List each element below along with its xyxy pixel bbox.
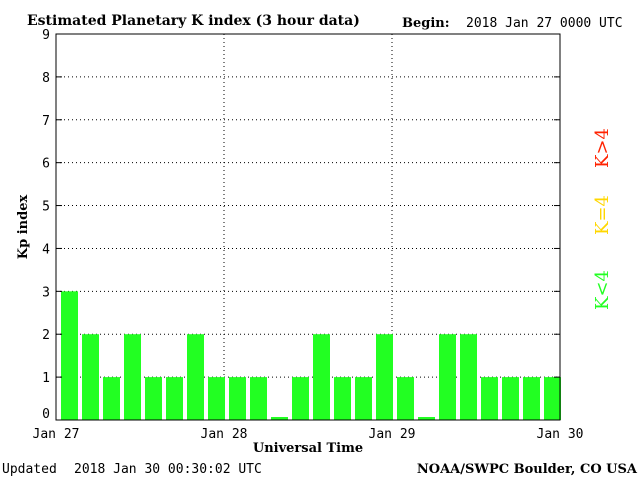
plot-frame (55, 33, 561, 421)
updated-label: Updated (2, 462, 57, 477)
y-tick-label: 1 (42, 371, 50, 386)
chart-title: Estimated Planetary K index (3 hour data… (27, 13, 360, 29)
kp-bar (250, 377, 267, 420)
kp-bar (187, 334, 204, 420)
kp-bar (313, 334, 330, 420)
y-axis-ticks: 0 1 2 3 4 5 6 7 8 9 (42, 28, 560, 422)
kp-bar (292, 377, 309, 420)
y-axis-label: Kp index (16, 195, 31, 260)
kp-bar (418, 416, 435, 420)
y-tick-label: 0 (42, 407, 50, 422)
kp-bar (376, 334, 393, 420)
kp-bar (82, 334, 99, 420)
legend-low: K<4 (592, 270, 613, 310)
kp-bar (145, 377, 162, 420)
kp-bar (544, 377, 561, 420)
kp-bar (439, 334, 456, 420)
y-tick-label: 3 (42, 285, 50, 300)
y-tick-label: 8 (42, 71, 50, 86)
legend-high: K>4 (592, 128, 613, 168)
updated-value: 2018 Jan 30 00:30:02 UTC (74, 462, 262, 477)
kp-bar (166, 377, 183, 420)
y-tick-label: 5 (42, 200, 50, 215)
y-tick-label: 6 (42, 157, 50, 172)
kp-bar (523, 377, 540, 420)
x-tick-label: Jan 27 (33, 427, 80, 442)
x-tick-label: Jan 30 (537, 427, 584, 442)
kp-bar (460, 334, 477, 420)
y-tick-label: 9 (42, 28, 50, 43)
x-tick-label: Jan 29 (369, 427, 416, 442)
kp-bar (334, 377, 351, 420)
kp-bar (502, 377, 519, 420)
credit: NOAA/SWPC Boulder, CO USA (417, 462, 638, 477)
kp-bar (481, 377, 498, 420)
legend-equal: K=4 (592, 195, 613, 235)
bars (61, 291, 561, 420)
y-tick-label: 4 (42, 242, 50, 257)
kp-bar (61, 291, 78, 420)
kp-bar (124, 334, 141, 420)
y-tick-label: 2 (42, 328, 50, 343)
kp-bar (208, 377, 225, 420)
kp-bar (397, 377, 414, 420)
y-tick-label: 7 (42, 114, 50, 129)
begin-value: 2018 Jan 27 0000 UTC (466, 16, 623, 31)
kp-bar (229, 377, 246, 420)
kp-bar (355, 377, 372, 420)
x-axis-ticks: Jan 27 Jan 28 Jan 29 Jan 30 (33, 427, 584, 442)
begin-label: Begin: (402, 16, 450, 31)
kp-bar (271, 416, 288, 420)
kp-bar (103, 377, 120, 420)
x-tick-label: Jan 28 (201, 427, 248, 442)
x-axis-label: Universal Time (253, 441, 363, 456)
